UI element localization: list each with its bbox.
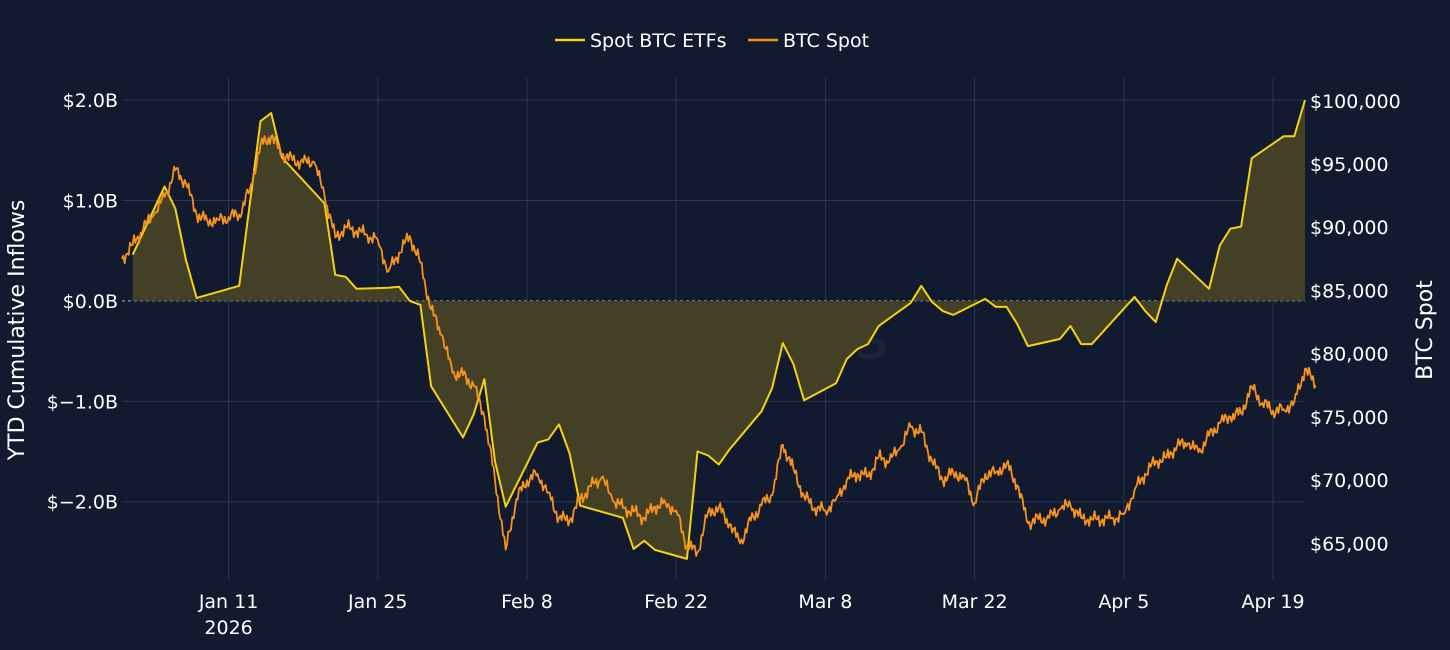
x-tick-label: Jan 25 (347, 591, 408, 613)
x-tick-label: Mar 8 (798, 591, 852, 613)
y-left-tick-label: $−1.0B (47, 391, 118, 413)
y-right-tick-label: $85,000 (1310, 280, 1389, 302)
legend-item-spot[interactable]: BTC Spot (748, 30, 869, 52)
y-left-tick-label: $2.0B (63, 90, 118, 112)
y-left-axis-title: YTD Cumulative Inflows (5, 200, 30, 462)
x-tick-label: Mar 22 (942, 591, 1008, 613)
legend-item-etfs[interactable]: Spot BTC ETFs (555, 30, 727, 52)
x-tick-label: Feb 22 (644, 591, 708, 613)
x-tick-label: Apr 5 (1098, 591, 1149, 613)
y-left-tick-label: $0.0B (63, 291, 118, 313)
y-right-tick-label: $75,000 (1310, 407, 1389, 429)
axes: Jan 11 2026 Jan 25 Feb 8 Feb 22 Mar 8 Mar 22 Ap… (47, 90, 1401, 639)
y-left-tick-label: $1.0B (63, 190, 118, 212)
y-right-tick-label: $100,000 (1310, 91, 1401, 113)
series-line-etfs (131, 99, 1306, 560)
etf-area-fill (132, 100, 1306, 559)
x-tick-year: 2026 (204, 617, 252, 639)
y-right-tick-label: $65,000 (1310, 533, 1389, 555)
x-tick-label: Jan 11 (198, 591, 259, 613)
gridlines (122, 78, 1305, 580)
legend-label-etfs: Spot BTC ETFs (590, 30, 727, 52)
plot-area (121, 99, 1317, 560)
legend-label-spot: BTC Spot (783, 30, 869, 52)
y-right-tick-label: $90,000 (1310, 217, 1389, 239)
series-line-btc-spot (121, 134, 1317, 557)
y-right-axis-title: BTC Spot (1413, 280, 1438, 380)
y-right-tick-label: $70,000 (1310, 470, 1389, 492)
x-tick-label: Feb 8 (501, 591, 553, 613)
y-left-tick-label: $−2.0B (47, 492, 118, 514)
y-right-tick-label: $95,000 (1310, 154, 1389, 176)
x-tick-label: Apr 19 (1241, 591, 1304, 613)
y-right-tick-label: $80,000 (1310, 344, 1389, 366)
legend[interactable]: Spot BTC ETFs BTC Spot (555, 30, 869, 52)
